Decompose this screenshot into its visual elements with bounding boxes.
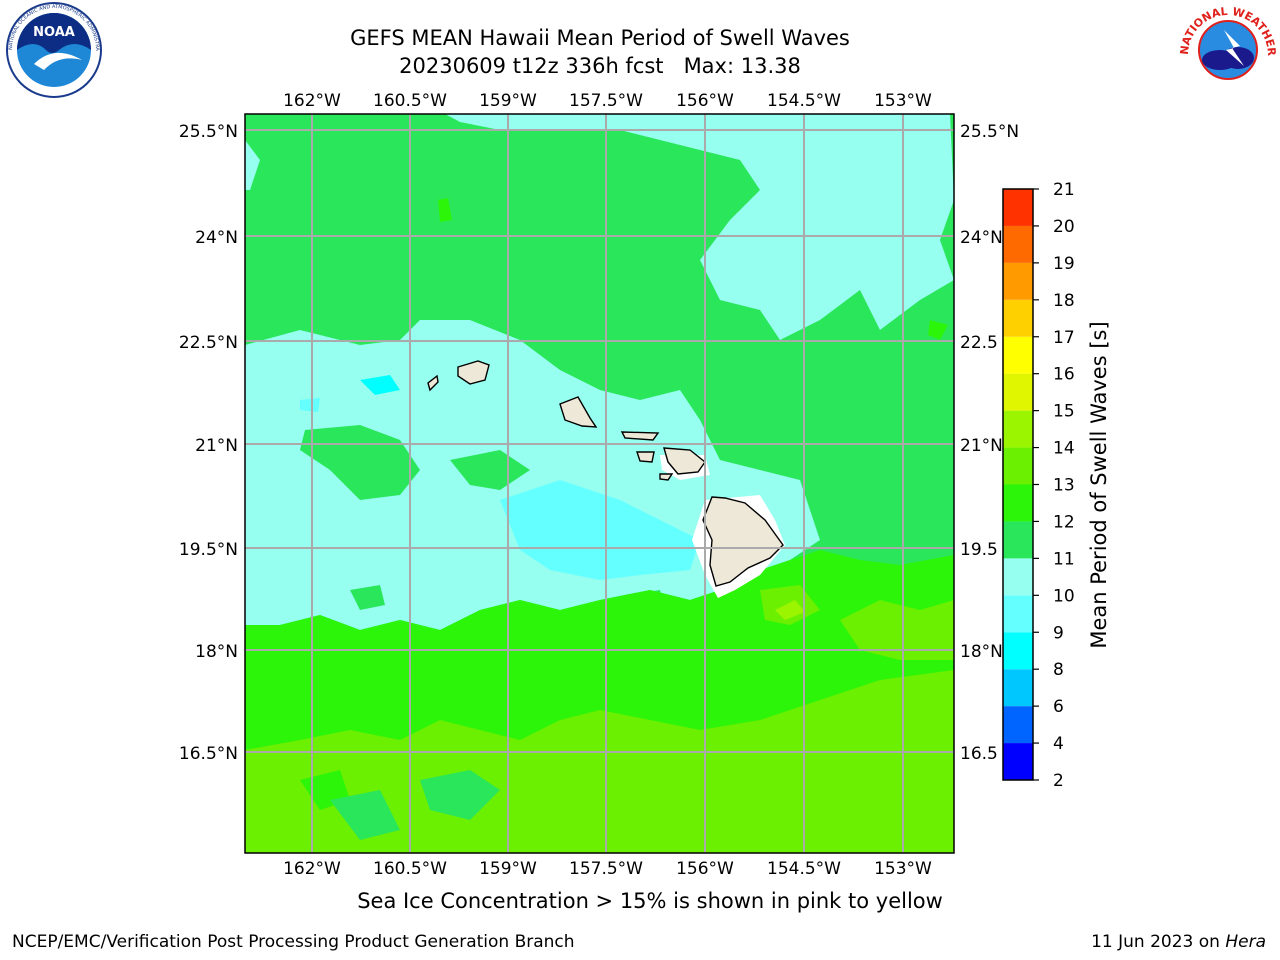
lat-tick-left: 21°N — [195, 436, 238, 456]
island-molokai — [620, 431, 660, 441]
lat-tick-left: 24°N — [195, 228, 238, 248]
lat-tick-right: 18°N — [960, 642, 1003, 662]
lon-tick-bottom: 157.5°W — [569, 859, 643, 879]
lon-tick-top: 156°W — [676, 91, 734, 111]
colorbar-segment — [1003, 336, 1033, 374]
lon-ticks-top: 162°W 160.5°W 159°W 157.5°W 156°W 154.5°W 153°… — [283, 91, 932, 111]
colorbar-segment — [1003, 521, 1033, 559]
lon-tick-top: 154.5°W — [767, 91, 841, 111]
colorbar-tick-label: 13 — [1053, 476, 1075, 496]
map-gridlines — [245, 114, 954, 853]
colorbar-tick-label: 14 — [1053, 439, 1075, 459]
lon-tick-top: 162°W — [283, 91, 341, 111]
colorbar-segment — [1003, 595, 1033, 633]
lat-tick-left: 22.5°N — [179, 333, 238, 353]
colorbar-tick-label: 21 — [1053, 180, 1075, 200]
lat-tick-right: 19.5 — [960, 540, 998, 560]
colorbar-segment — [1003, 189, 1033, 226]
lon-ticks-bottom: 162°W 160.5°W 159°W 157.5°W 156°W 154.5°W 153°… — [283, 859, 932, 879]
island-maui — [663, 447, 706, 475]
colorbar-tick-label: 15 — [1053, 402, 1075, 422]
colorbar-segment — [1003, 410, 1033, 448]
colorbar-tick-label: 17 — [1053, 328, 1075, 348]
colorbar-segment — [1003, 484, 1033, 522]
colorbar-tick-label: 8 — [1053, 660, 1064, 680]
colorbar-tick-label: 12 — [1053, 512, 1075, 532]
nws-logo: NATIONAL WEATHER SERVICE — [1174, 0, 1278, 104]
colorbar-segment — [1003, 743, 1033, 780]
map-frame — [244, 113, 955, 854]
colorbar-tick-label: 19 — [1053, 254, 1075, 274]
lat-ticks-left: 25.5°N 24°N 22.5°N 21°N 19.5°N 18°N 16.5°N — [179, 122, 238, 764]
chart-title: GEFS MEAN Hawaii Mean Period of Swell Wa… — [350, 26, 850, 50]
colorbar-segment — [1003, 225, 1033, 263]
colorbar-segment — [1003, 299, 1033, 337]
lon-tick-top: 160.5°W — [373, 91, 447, 111]
lon-tick-bottom: 160.5°W — [373, 859, 447, 879]
colorbar-segment — [1003, 632, 1033, 670]
colorbar-tick-label: 10 — [1053, 586, 1075, 606]
credit-host: Hera — [1225, 932, 1266, 952]
colorbar: 2 4 6 8 9 10 11 12 13 14 15 16 17 18 19 20 21 — [1002, 180, 1075, 791]
credit-left: NCEP/EMC/Verification Post Processing Pr… — [12, 932, 575, 952]
noaa-logo: NOAA NATIONAL OCEANIC AND ATMOSPHERIC AD… — [1, 0, 104, 106]
lon-tick-bottom: 156°W — [676, 859, 734, 879]
colorbar-segment — [1003, 373, 1033, 411]
noaa-logo-text: NOAA — [33, 25, 75, 40]
lon-tick-top: 153°W — [874, 91, 932, 111]
lat-tick-right: 24°N — [960, 228, 1003, 248]
lat-ticks-right: 25.5°N 24°N 22.5 21°N 19.5 18°N 16.5 — [960, 122, 1019, 764]
colorbar-segment — [1003, 262, 1033, 300]
lon-tick-bottom: 154.5°W — [767, 859, 841, 879]
swell-period-field — [245, 114, 954, 853]
colorbar-tick-label: 16 — [1053, 365, 1075, 385]
lat-tick-left: 16.5°N — [179, 744, 238, 764]
lat-tick-left: 19.5°N — [179, 540, 238, 560]
lat-tick-left: 25.5°N — [179, 122, 238, 142]
colorbar-segment — [1003, 447, 1033, 485]
island-kauai — [457, 360, 490, 385]
colorbar-segment — [1003, 706, 1033, 744]
sea-ice-note: Sea Ice Concentration > 15% is shown in … — [357, 889, 943, 913]
lon-tick-bottom: 162°W — [283, 859, 341, 879]
colorbar-tick-label: 2 — [1053, 771, 1064, 791]
island-lanai — [659, 473, 674, 481]
colorbar-tick-label: 20 — [1053, 217, 1075, 237]
lat-tick-right: 25.5°N — [960, 122, 1019, 142]
island-niihau — [427, 374, 439, 392]
colorbar-label: Mean Period of Swell Waves [s] — [1087, 321, 1111, 648]
lat-tick-right: 16.5 — [960, 744, 998, 764]
hawaiian-islands — [427, 360, 784, 587]
lat-tick-right: 21°N — [960, 436, 1003, 456]
colorbar-tick-label: 6 — [1053, 697, 1064, 717]
colorbar-tick-label: 4 — [1053, 734, 1064, 754]
island-big-island — [702, 496, 784, 587]
lon-tick-bottom: 159°W — [479, 859, 537, 879]
colorbar-tick-label: 18 — [1053, 291, 1075, 311]
island-kahoolawe — [636, 451, 655, 463]
chart-subtitle: 20230609 t12z 336h fcst Max: 13.38 — [399, 54, 801, 78]
lat-tick-left: 18°N — [195, 642, 238, 662]
colorbar-segment — [1003, 558, 1033, 596]
lon-tick-top: 159°W — [479, 91, 537, 111]
colorbar-tick-label: 11 — [1053, 549, 1075, 569]
credit-right: 11 Jun 2023 on Hera — [1091, 932, 1266, 952]
island-oahu — [559, 396, 598, 428]
lat-tick-right: 22.5 — [960, 333, 998, 353]
credit-date: 11 Jun 2023 on — [1091, 932, 1226, 952]
lon-tick-bottom: 153°W — [874, 859, 932, 879]
lon-tick-top: 157.5°W — [569, 91, 643, 111]
colorbar-segment — [1003, 669, 1033, 707]
colorbar-tick-label: 9 — [1053, 623, 1064, 643]
